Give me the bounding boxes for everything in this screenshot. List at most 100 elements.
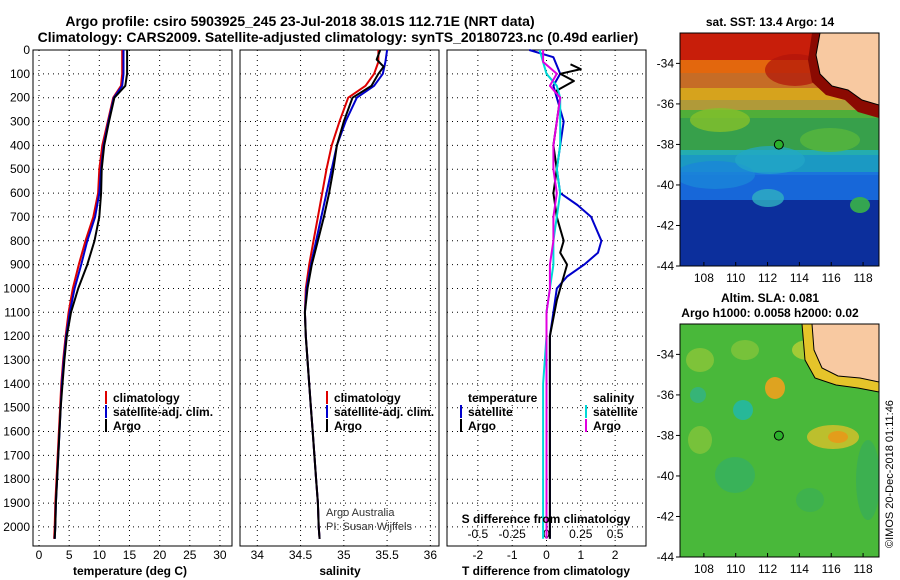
sst-map-frame [679,32,880,267]
x-tick-label: 35.5 [375,548,399,562]
depth-tick-label: 2000 [3,520,30,534]
map-y-tick-label: -38 [657,137,675,151]
legend-salinity-satellite-label: satellite [593,405,638,419]
sst-argo-position-marker [773,139,784,150]
depth-tick-label: 400 [10,138,30,152]
sst-map-title: sat. SST: 13.4 Argo: 14 [706,15,835,29]
depth-tick-label: 0 [23,43,30,57]
map-x-tick-label: 112 [758,271,777,285]
legend-salinity-header: salinity [593,391,635,405]
s-difference-tick-label: -0.25 [499,527,527,541]
temperature-series [53,50,129,539]
x-tick-label: 25 [183,548,197,562]
temperature-grid [33,49,232,546]
x-tick-label: 5 [66,548,73,562]
depth-tick-label: 1900 [3,496,30,510]
depth-tick-label: 100 [10,67,30,81]
depth-tick-labels: 0 100 200 300 400 500 600 700 800 900 1000 1100 1200… [3,43,30,534]
t-difference-axis-label: T difference from climatology [462,564,630,578]
x-tick-label: 36 [424,548,438,562]
depth-tick-label: 1700 [3,448,30,462]
sla-map-tick-labels: 108 110 112 114 116 118 -34 -36 -38 -40 -42 -44 [657,347,873,576]
legend-climatology-label: climatology [113,391,180,405]
legend-argo-label: Argo [113,419,141,433]
map-y-tick-label: -40 [657,178,675,192]
depth-tick-label: 1000 [3,281,30,295]
sst-map: sat. SST: 13.4 Argo: 14 108 110 112 [657,15,880,285]
map-x-tick-label: 112 [758,562,777,576]
temperature-legend: climatology satellite-adj. clim. Argo [105,391,213,433]
map-x-tick-label: 114 [790,562,809,576]
map-y-tick-label: -42 [657,218,675,232]
map-y-tick-label: -44 [657,259,675,273]
x-tick-label: 10 [93,548,107,562]
salinity-legend: climatology satellite-adj. clim. Argo [326,391,434,433]
map-y-tick-label: -42 [657,509,675,523]
depth-tick-label: 1100 [4,305,30,319]
x-tick-label: 1 [577,548,584,562]
map-x-tick-label: 116 [822,271,841,285]
map-y-tick-label: -40 [657,469,675,483]
x-tick-label: 34.5 [289,548,313,562]
map-x-tick-label: 108 [694,271,714,285]
map-y-tick-label: -38 [657,428,675,442]
sla-argo-position-marker [773,430,784,441]
salinity-series [303,49,389,539]
x-tick-label: 20 [153,548,167,562]
salinity-axis-label: salinity [319,564,361,578]
depth-tick-label: 900 [10,258,30,272]
s-difference-tick-labels: -0.5 -0.25 0 0.25 0.5 [468,527,624,541]
x-tick-label: 15 [123,548,137,562]
map-x-tick-label: 116 [822,562,841,576]
map-y-tick-label: -36 [657,97,675,111]
legend-temperature-argo-label: Argo [468,419,496,433]
credit-line1: Argo Australia [326,507,395,519]
salinity-grid [240,49,439,546]
credit-line2: PI: Susan Wijffels [326,521,412,533]
x-tick-label: -1 [507,548,518,562]
imos-timestamp: ©IMOS 20-Dec-2018 01:11:46 [884,400,896,548]
map-y-tick-label: -44 [657,550,675,564]
map-x-tick-label: 118 [854,562,873,576]
x-tick-label: 34 [251,548,265,562]
series-line-argo [53,50,129,539]
legend-temperature-header: temperature [468,391,538,405]
legend-temperature-satellite-label: satellite [468,405,513,419]
sst-heatmap-field [680,33,879,266]
sla-map: Altim. SLA: 0.081 Argo h1000: 0.0058 h20… [657,291,880,576]
depth-tick-label: 300 [10,115,30,129]
salinity-panel: 34 34.5 35 35.5 36 salinity climatology sate… [239,49,440,578]
map-y-tick-label: -34 [657,347,675,361]
x-tick-label: -2 [473,548,484,562]
s-difference-axis-label: S difference from climatology [462,512,631,526]
depth-tick-label: 800 [10,234,30,248]
temperature-axis-label: temperature (deg C) [73,564,187,578]
difference-series [529,49,603,539]
difference-panel: -2 -1 0 1 2 -0.5 -0.25 0 0.25 0.5 S difference f… [446,49,647,578]
map-x-tick-label: 114 [790,271,809,285]
depth-tick-label: 1300 [3,353,30,367]
x-tick-label: 30 [213,548,227,562]
x-tick-label: 0 [543,548,550,562]
legend-satellite-adj-label: satellite-adj. clim. [334,405,434,419]
map-x-tick-label: 108 [694,562,714,576]
sla-map-title-line1: Altim. SLA: 0.081 [721,291,819,305]
sst-map-tick-labels: 108 110 112 114 116 118 -34 -36 -38 -40 -42 -44 [657,56,873,285]
sla-map-frame [679,323,880,558]
map-x-tick-label: 118 [854,271,873,285]
figure-title-line1: Argo profile: csiro 5903925_245 23-Jul-2… [65,13,534,29]
temperature-tick-labels: 0 5 10 15 20 25 30 [36,548,227,562]
map-y-tick-label: -36 [657,388,675,402]
depth-tick-label: 700 [10,210,30,224]
t-difference-tick-labels: -2 -1 0 1 2 [473,548,619,562]
series-line-argo [303,49,385,539]
depth-tick-label: 600 [10,186,30,200]
legend-argo-label: Argo [334,419,362,433]
sla-heatmap-field [680,324,879,557]
difference-legend: temperature satellite Argo salinity sate… [460,391,638,433]
depth-tick-label: 200 [10,91,30,105]
series-line-temperature-argo [548,63,582,539]
salinity-tick-labels: 34 34.5 35 35.5 36 [251,548,438,562]
temperature-panel: 0100200300400500600700800900100011001200… [3,43,233,578]
